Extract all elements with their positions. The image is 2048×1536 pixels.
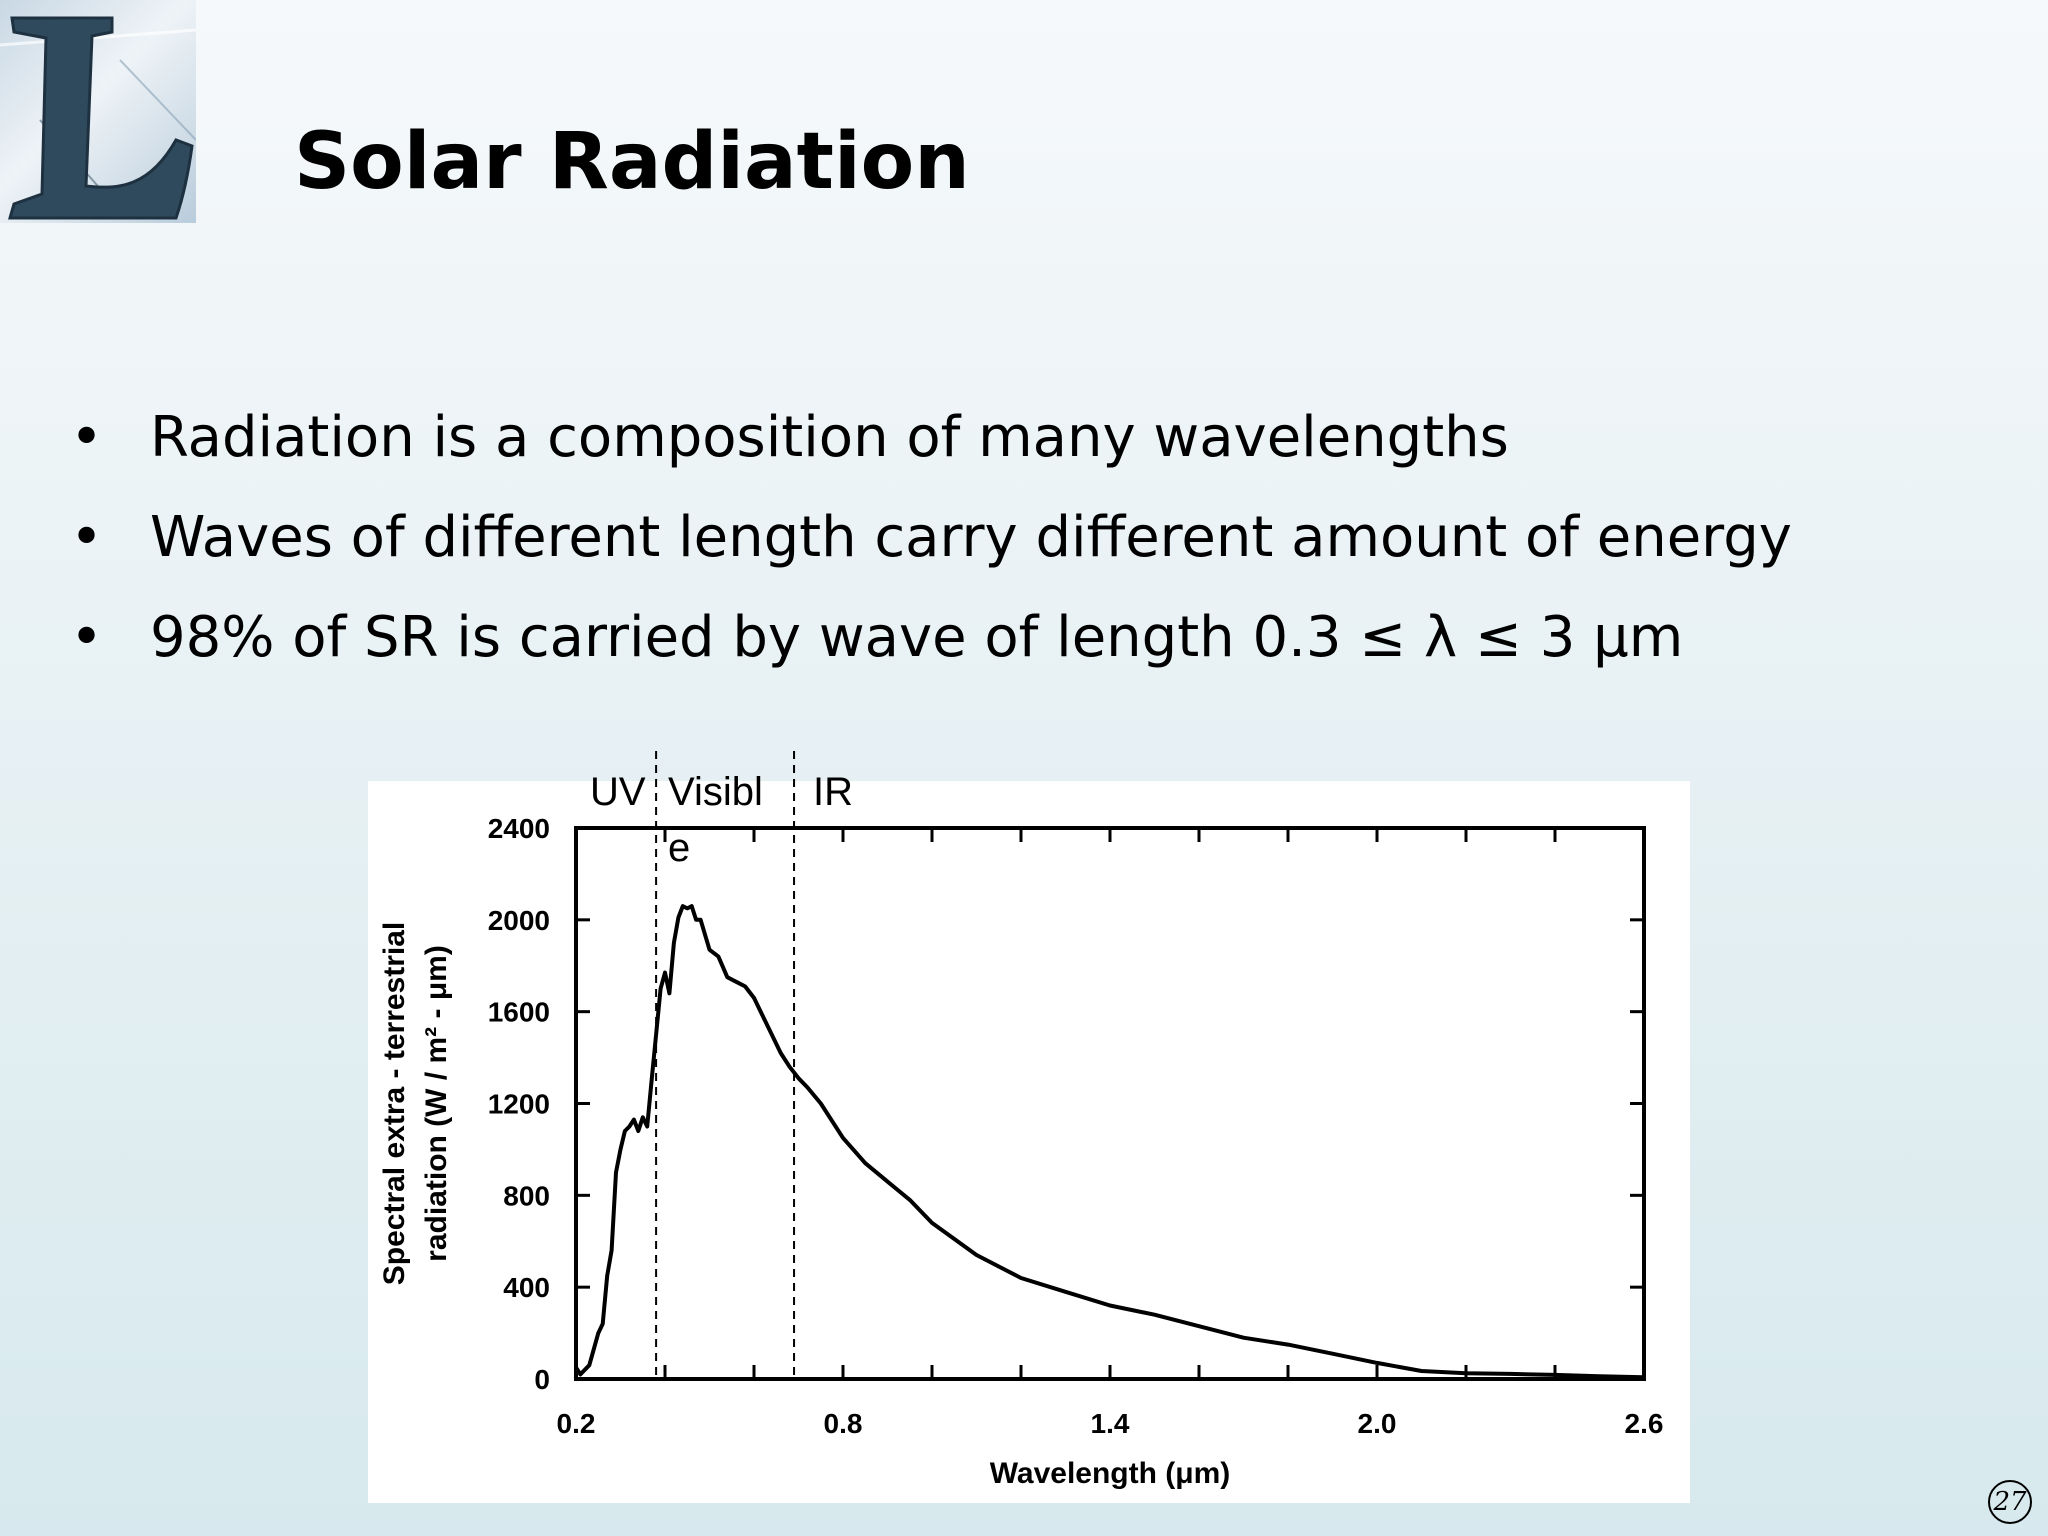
x-tick-label: 0.8 <box>824 1408 863 1439</box>
spectrum-line <box>574 904 1645 1380</box>
y-axis-label-line-2: radiation (W / m² - μm) <box>420 945 453 1262</box>
bullet-text: Waves of different length carry differen… <box>150 505 1792 570</box>
y-tick-label: 0 <box>534 1364 550 1395</box>
visible-region-label: Visibl <box>668 770 763 814</box>
bullet-marker: • <box>70 505 104 570</box>
uv-region-label: UV <box>590 770 646 814</box>
visible-region-label-continued: e <box>668 826 691 870</box>
logo <box>0 0 196 223</box>
bullet-marker: • <box>70 605 104 670</box>
y-tick-label: 2400 <box>488 813 550 844</box>
y-axis-label: Spectral extra - terrestrial <box>378 922 411 1286</box>
y-tick-label: 400 <box>503 1272 550 1303</box>
y-tick-label: 1600 <box>488 997 550 1028</box>
y-tick-label: 1200 <box>488 1089 550 1120</box>
page-number: 27 <box>1988 1480 2032 1524</box>
ir-region-label: IR <box>813 770 853 814</box>
x-tick-label: 2.0 <box>1358 1408 1397 1439</box>
solar-spectrum-chart: 0.2 0.8 1.4 2.0 2.6 0 400 800 1200 1600 2000 2400 Wa… <box>378 751 1664 1490</box>
x-tick-label: 2.6 <box>1625 1408 1664 1439</box>
bullet-text: Radiation is a composition of many wavel… <box>150 405 1509 470</box>
slide-title: Solar Radiation <box>294 117 970 207</box>
x-tick-label: 0.2 <box>557 1408 596 1439</box>
plot-frame <box>574 826 1646 1381</box>
bullet-text: 98% of SR is carried by wave of length 0… <box>150 605 1684 670</box>
chart-panel: 0.2 0.8 1.4 2.0 2.6 0 400 800 1200 1600 2000 2400 Wa… <box>368 751 1690 1503</box>
y-tick-label: 2000 <box>488 905 550 936</box>
bullet-marker: • <box>70 405 104 470</box>
y-tick-label: 800 <box>503 1180 550 1211</box>
x-tick-label: 1.4 <box>1091 1408 1130 1439</box>
x-axis-label: Wavelength (μm) <box>990 1457 1231 1490</box>
logo-letter-graphic <box>0 16 196 220</box>
